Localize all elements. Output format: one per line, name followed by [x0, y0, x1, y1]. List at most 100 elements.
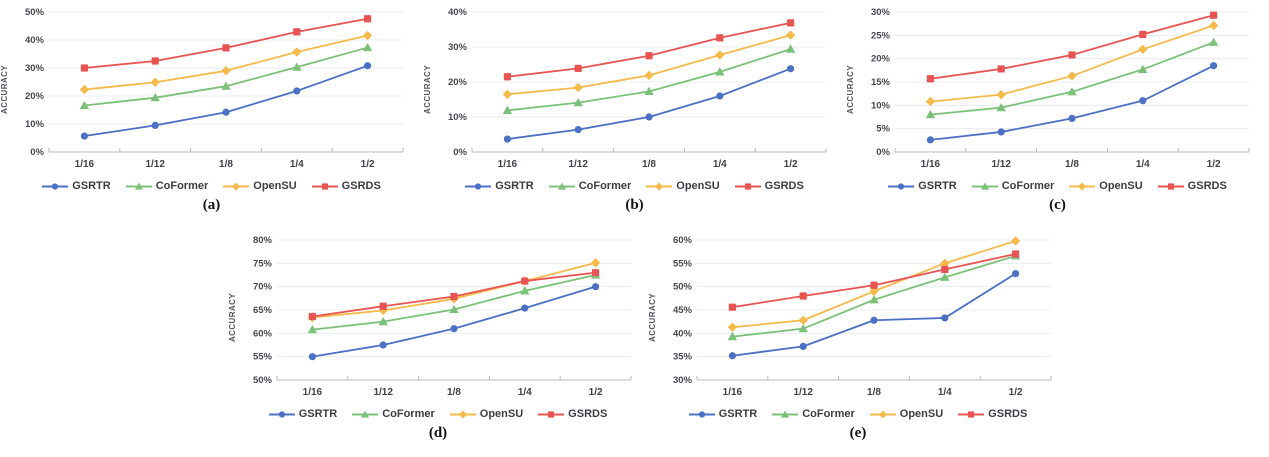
triangle-marker-icon: [715, 67, 725, 76]
x-tick-label: 1/8: [867, 387, 881, 398]
diamond-marker-icon: [878, 409, 887, 419]
legend-item-GSRTR: GSRTR: [465, 180, 534, 192]
legend-label: GSRTR: [298, 408, 338, 420]
circle-marker-icon: [941, 314, 949, 322]
x-tick-label: 1/8: [1065, 159, 1079, 170]
diamond-marker-icon: [644, 70, 654, 81]
square-marker-icon: [293, 28, 301, 36]
legend: GSRTR CoFormer OpenSU GSRDS: [423, 180, 846, 192]
x-tick-label: 1/8: [219, 159, 233, 170]
y-tick-label: 0%: [876, 147, 890, 158]
triangle-marker-icon: [727, 331, 738, 341]
legend-label: OpenSU: [676, 180, 720, 192]
plot-area: ACCURACY 0% 5% 10% 15% 20% 25% 30% 1/16 1/12 1/8 1/…: [846, 4, 1269, 174]
circle-marker-icon: [716, 92, 724, 100]
diamond-marker-icon: [715, 50, 725, 60]
series-OpenSU: [79, 30, 373, 95]
circle-marker-icon: [308, 353, 316, 361]
legend-square-icon: [538, 410, 565, 418]
legend-item-OpenSU: OpenSU: [223, 180, 297, 192]
x-tick-label: 1/12: [793, 387, 813, 398]
y-tick-label: 10%: [448, 112, 468, 123]
x-tick-label: 1/8: [642, 159, 656, 170]
x-tick-label: 1/2: [589, 387, 603, 398]
y-axis-title: ACCURACY: [228, 292, 237, 342]
legend-item-OpenSU: OpenSU: [646, 180, 720, 192]
legend: GSRTR CoFormer OpenSU GSRDS: [648, 408, 1068, 420]
circle-marker-icon: [787, 65, 795, 73]
legend-item-GSRTR: GSRTR: [688, 408, 757, 420]
x-tick-label: 1/12: [145, 159, 165, 170]
circle-marker-icon: [151, 121, 159, 129]
y-tick-label: 15%: [871, 77, 891, 88]
series-line: [929, 14, 1215, 80]
series-GSRDS: [503, 19, 795, 81]
bottom-row: ACCURACY 50% 55% 60% 65% 70% 75% 80% 1/16 1/12 1/8…: [228, 228, 1269, 457]
y-tick-label: 50%: [253, 375, 273, 386]
y-tick-label: 80%: [253, 235, 273, 246]
y-tick-label: 65%: [253, 305, 273, 316]
y-tick-label: 0%: [453, 147, 467, 158]
diamond-marker-icon: [1067, 71, 1077, 81]
y-tick-label: 20%: [448, 77, 468, 88]
x-tick-label: 1/16: [75, 159, 95, 170]
square-marker-icon: [1210, 11, 1218, 19]
legend-label: GSRDS: [1187, 180, 1227, 192]
circle-marker-icon: [450, 325, 458, 333]
triangle-marker-icon: [1138, 64, 1148, 73]
legend: GSRTR CoFormer OpenSU GSRDS: [846, 180, 1269, 192]
triangle-marker-icon: [781, 409, 790, 418]
square-marker-icon: [1012, 250, 1020, 258]
legend: GSRTR CoFormer OpenSU GSRDS: [228, 408, 648, 420]
triangle-marker-icon: [378, 316, 388, 326]
triangle-marker-icon: [221, 81, 231, 90]
triangle-marker-icon: [361, 409, 370, 418]
chart-caption: (b): [625, 197, 644, 213]
y-tick-label: 10%: [25, 119, 45, 130]
plot-svg: 0% 10% 20% 30% 40% 1/16 1/12 1/8 1/4 1/2: [448, 7, 827, 170]
diamond-marker-icon: [1208, 20, 1219, 31]
triangle-marker-icon: [362, 42, 373, 52]
diamond-marker-icon: [232, 181, 241, 191]
y-tick-label: 40%: [673, 328, 693, 339]
legend-item-GSRDS: GSRDS: [311, 180, 381, 192]
legend-label: CoFormer: [382, 408, 435, 420]
legend-item-GSRTR: GSRTR: [888, 180, 957, 192]
triangle-marker-icon: [150, 93, 160, 102]
y-tick-label: 20%: [871, 54, 891, 65]
y-axis-title: ACCURACY: [648, 292, 657, 342]
y-tick-label: 55%: [673, 258, 693, 269]
legend-label: CoFormer: [578, 180, 632, 192]
legend-circle-icon: [465, 182, 492, 190]
legend-circle-icon: [268, 410, 295, 418]
square-marker-icon: [151, 57, 159, 65]
series-GSRTR: [926, 62, 1218, 144]
circle-marker-icon: [52, 182, 59, 190]
triangle-marker-icon: [940, 272, 950, 281]
legend-label: OpenSU: [1099, 180, 1143, 192]
legend-diamond-icon: [449, 409, 476, 419]
x-tick-label: 1/2: [784, 159, 798, 170]
square-marker-icon: [503, 73, 511, 81]
diamond-marker-icon: [502, 89, 513, 99]
triangle-marker-icon: [502, 105, 513, 114]
plot-area: ACCURACY 0% 10% 20% 30% 40% 50% 1/16 1/12 1/8 1/4 1…: [0, 4, 423, 174]
y-tick-label: 45%: [673, 305, 693, 316]
y-tick-label: 30%: [448, 42, 468, 53]
legend-item-GSRDS: GSRDS: [958, 408, 1027, 420]
square-marker-icon: [521, 277, 529, 285]
series-GSRTR: [728, 270, 1020, 360]
diamond-marker-icon: [362, 30, 373, 41]
circle-marker-icon: [799, 342, 807, 350]
series-CoFormer: [925, 37, 1219, 119]
legend-square-icon: [1157, 182, 1184, 190]
y-tick-label: 0%: [30, 147, 44, 158]
legend-diamond-icon: [646, 181, 673, 191]
series-GSRDS: [728, 250, 1020, 311]
circle-marker-icon: [293, 87, 301, 95]
circle-marker-icon: [728, 352, 736, 360]
legend-label: GSRTR: [495, 180, 534, 192]
triangle-marker-icon: [307, 324, 318, 334]
legend-item-CoFormer: CoFormer: [971, 180, 1054, 192]
triangle-marker-icon: [869, 295, 879, 304]
